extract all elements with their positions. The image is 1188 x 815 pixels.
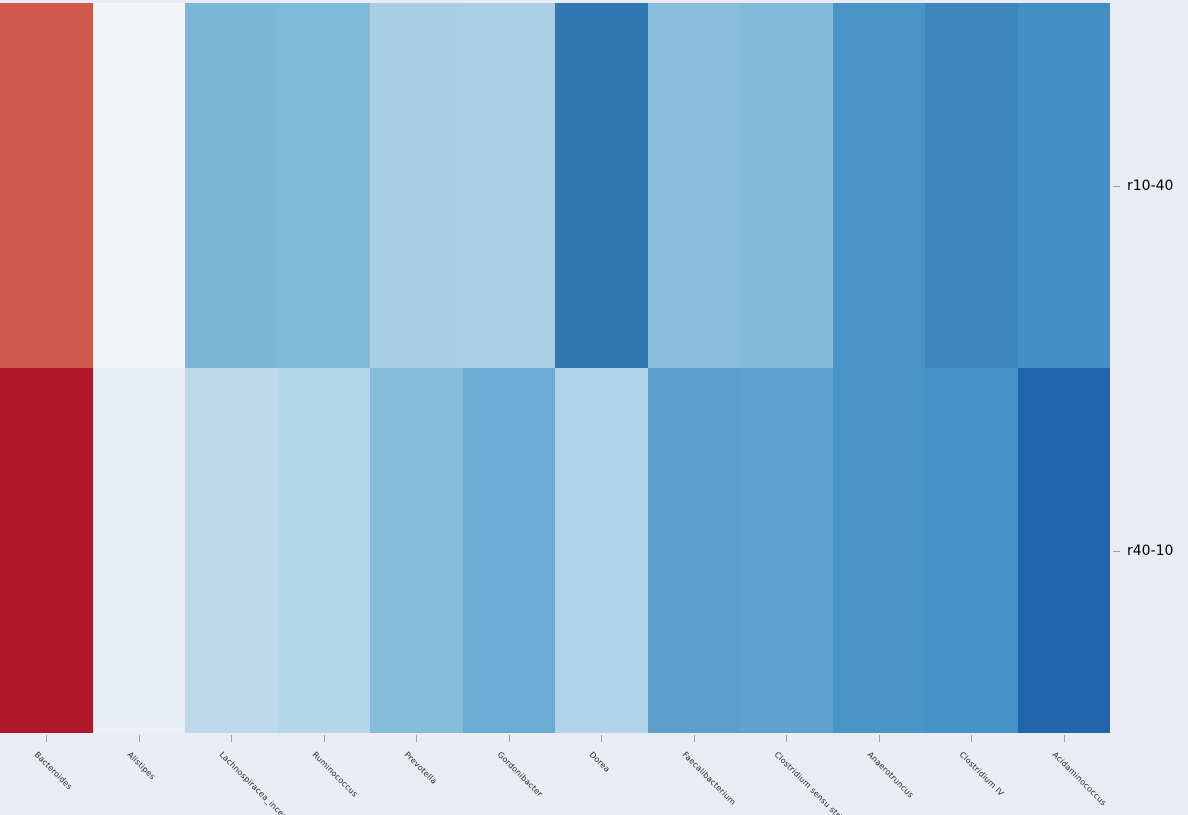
x-tick bbox=[971, 735, 973, 742]
x-tick-label: Dorea bbox=[587, 750, 612, 775]
heatmap-cell-r40-10-Prevotella bbox=[370, 368, 463, 733]
y-tick-label: r40-10 bbox=[1127, 542, 1174, 559]
heatmap-cell-r10-40-Prevotella bbox=[370, 3, 463, 368]
x-tick-label: Prevotella bbox=[402, 750, 439, 786]
y-tick-label: r10-40 bbox=[1127, 177, 1174, 194]
heatmap-cell-r10-40-Lachnospiracea_incertae_sedis bbox=[185, 3, 278, 368]
x-tick-label: Bacteroides bbox=[32, 750, 75, 792]
heatmap-cell-r10-40-Dorea bbox=[555, 3, 648, 368]
y-tick bbox=[1113, 185, 1120, 187]
x-tick-label: Clostridium IV bbox=[957, 750, 1006, 798]
x-tick-label: Lachnospiracea_incertae_sedis bbox=[217, 750, 317, 815]
heatmap-cell-r40-10-Acidaminococcus bbox=[1017, 368, 1110, 733]
x-tick bbox=[138, 735, 140, 742]
heatmap-cell-r40-10-Clostridium sensu stricto bbox=[740, 368, 833, 733]
x-tick bbox=[1063, 735, 1065, 742]
x-tick-label: Gordonibacter bbox=[495, 750, 545, 799]
y-tick bbox=[1113, 550, 1120, 552]
heatmap-cell-r40-10-Alistipes bbox=[92, 368, 185, 733]
heatmap-cell-r10-40-Bacteroides bbox=[0, 3, 93, 368]
x-tick-label: Ruminococcus bbox=[310, 750, 360, 799]
x-tick bbox=[878, 735, 880, 742]
heatmap-cell-r10-40-Faecalibacterium bbox=[647, 3, 740, 368]
heatmap-cell-r40-10-Clostridium IV bbox=[925, 368, 1018, 733]
heatmap-cell-r10-40-Gordonibacter bbox=[462, 3, 555, 368]
x-tick-label: Anaerotruncus bbox=[865, 750, 916, 800]
heatmap-cell-r40-10-Bacteroides bbox=[0, 368, 93, 733]
x-tick-label: Faecalibacterium bbox=[680, 750, 738, 807]
x-tick bbox=[601, 735, 603, 742]
heatmap-cell-r40-10-Dorea bbox=[555, 368, 648, 733]
heatmap-cell-r10-40-Acidaminococcus bbox=[1017, 3, 1110, 368]
heatmap-cell-r40-10-Gordonibacter bbox=[462, 368, 555, 733]
x-tick bbox=[46, 735, 48, 742]
x-tick bbox=[416, 735, 418, 742]
heatmap-cell-r40-10-Lachnospiracea_incertae_sedis bbox=[185, 368, 278, 733]
heatmap-cell-r40-10-Anaerotruncus bbox=[832, 368, 925, 733]
heatmap-cell-r40-10-Faecalibacterium bbox=[647, 368, 740, 733]
heatmap-cell-r10-40-Alistipes bbox=[92, 3, 185, 368]
heatmap-cell-r40-10-Ruminococcus bbox=[277, 368, 370, 733]
x-tick-label: Acidaminococcus bbox=[1050, 750, 1108, 808]
x-tick bbox=[508, 735, 510, 742]
x-tick bbox=[231, 735, 233, 742]
x-tick-label: Alistipes bbox=[125, 750, 157, 782]
heatmap-cell-r10-40-Clostridium IV bbox=[925, 3, 1018, 368]
heatmap-grid bbox=[0, 3, 1110, 733]
heatmap-cell-r10-40-Ruminococcus bbox=[277, 3, 370, 368]
x-tick-label: Clostridium sensu stricto bbox=[772, 750, 854, 815]
x-tick bbox=[786, 735, 788, 742]
x-tick bbox=[323, 735, 325, 742]
heatmap-cell-r10-40-Clostridium sensu stricto bbox=[740, 3, 833, 368]
x-tick bbox=[693, 735, 695, 742]
heatmap-cell-r10-40-Anaerotruncus bbox=[832, 3, 925, 368]
